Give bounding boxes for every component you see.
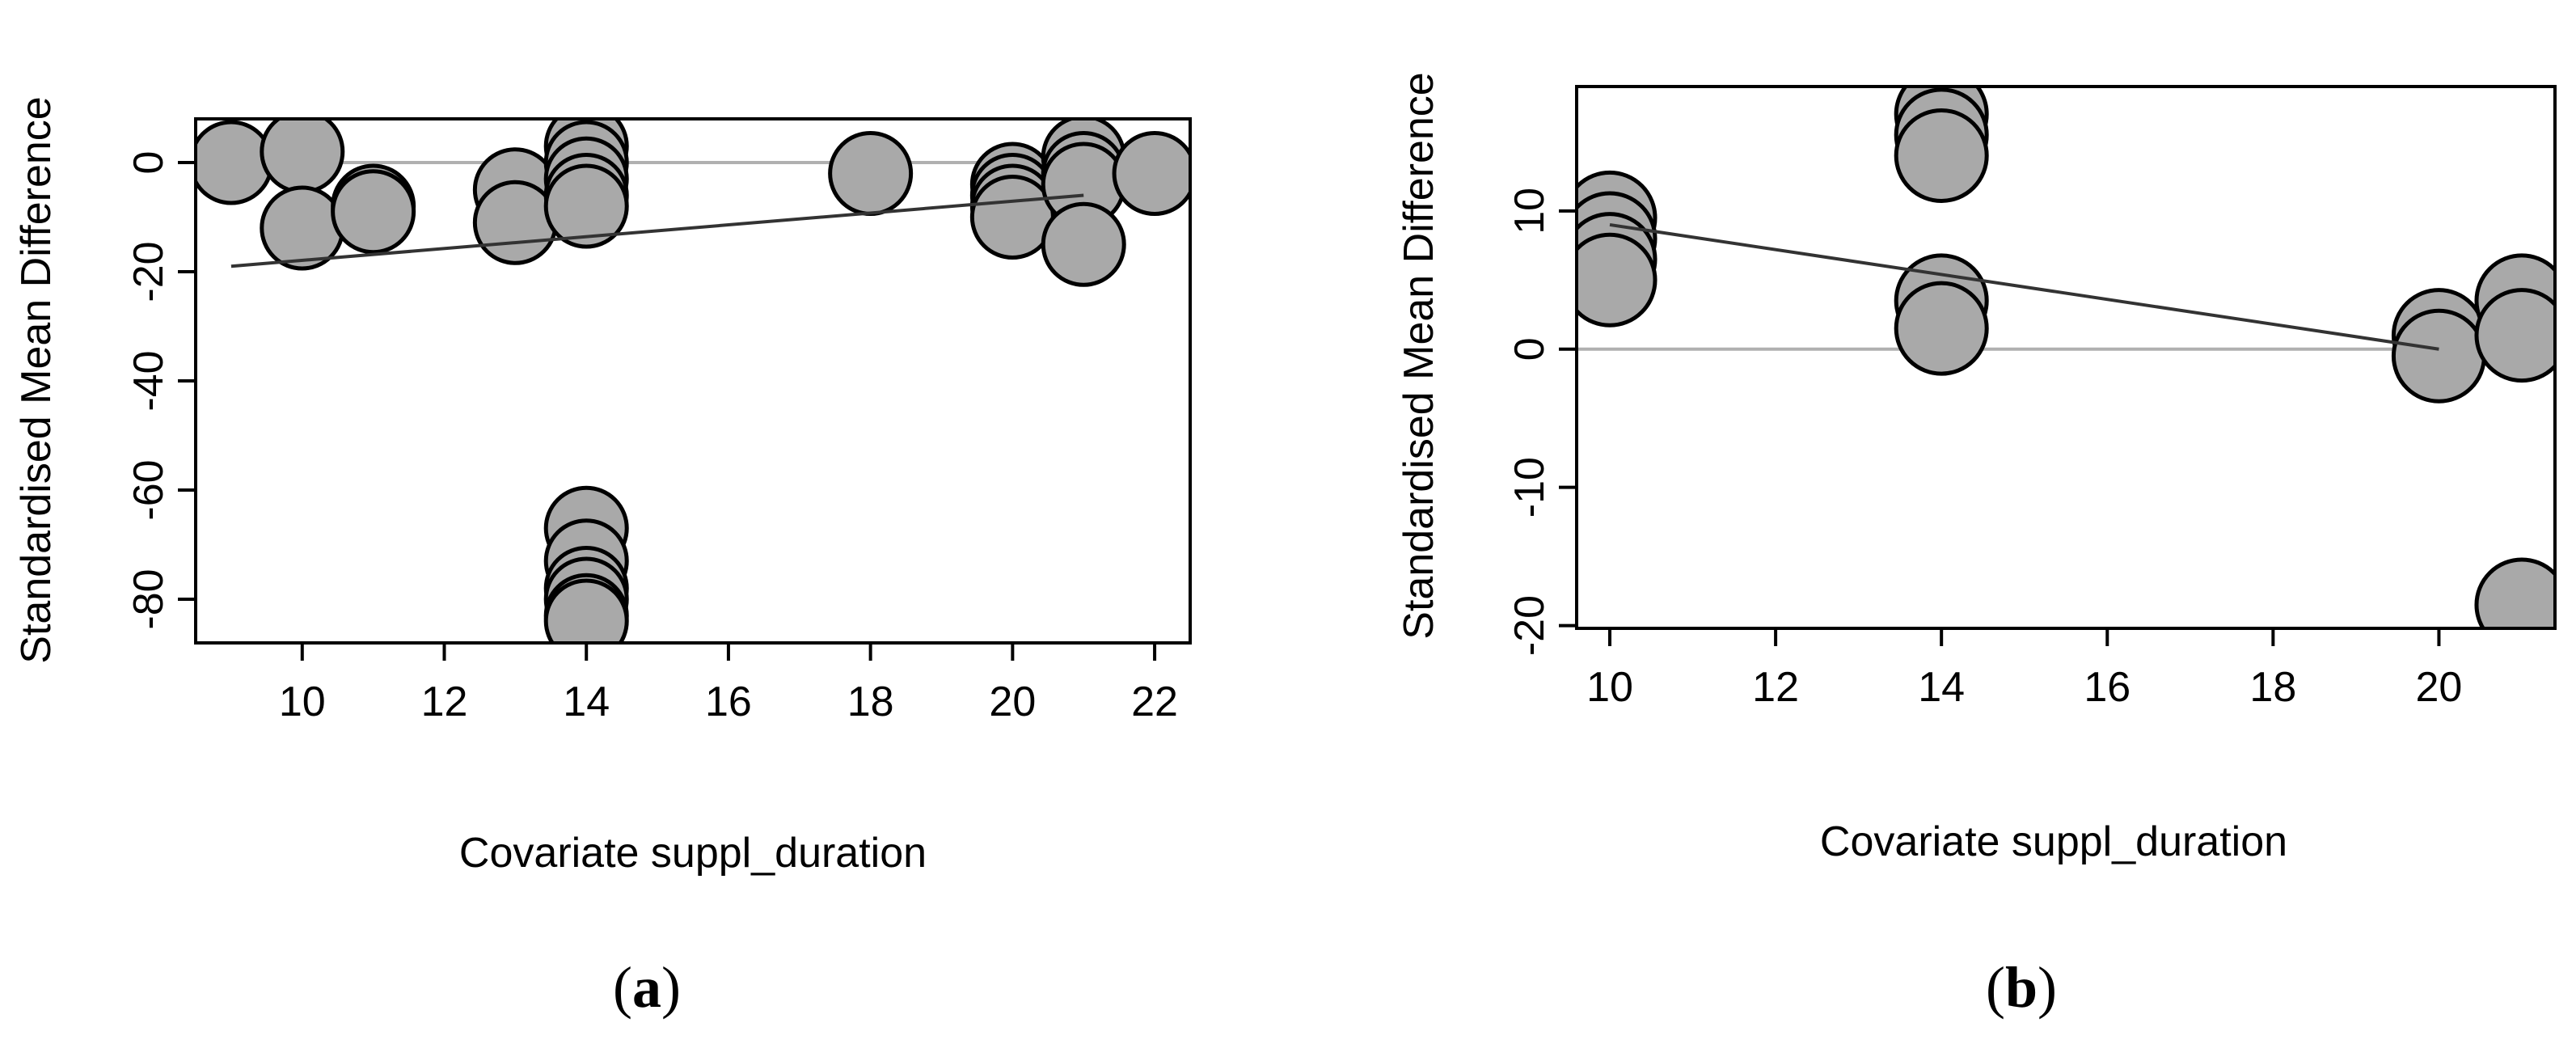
a-x-tick-label: 22 xyxy=(1131,678,1178,725)
a-data-point xyxy=(260,185,345,271)
a-y-tick-label: -20 xyxy=(125,241,172,302)
a-y-tick-label: -60 xyxy=(125,459,172,520)
panel-b-chart: 10 12 14 16 18 20 10 0 -10 -20 Covariate suppl_d… xyxy=(1396,72,2557,1020)
panel-a-label: (a) xyxy=(613,955,681,1020)
b-data-point xyxy=(1894,281,1989,376)
a-data-point xyxy=(543,163,629,249)
a-x-tick-label: 12 xyxy=(421,678,468,725)
panel-b-regression-line xyxy=(1609,222,2439,351)
b-data-point xyxy=(1577,232,1658,328)
a-x-tick-label: 10 xyxy=(279,678,326,725)
panel-a-x-axis: 10 12 14 16 18 20 22 xyxy=(279,641,1178,725)
b-x-tick-label: 14 xyxy=(1918,664,1965,711)
b-data-point xyxy=(2391,308,2486,404)
b-data-point xyxy=(1894,108,1989,203)
a-data-point xyxy=(331,169,416,255)
b-y-tick-label: 0 xyxy=(1506,337,1553,361)
b-x-tick-label: 16 xyxy=(2084,664,2130,711)
panel-b-label: (b) xyxy=(1986,955,2057,1020)
b-data-point xyxy=(2474,288,2555,383)
panel-a-x-axis-title: Covariate suppl_duration xyxy=(459,830,927,877)
b-y-tick-label: 10 xyxy=(1506,188,1553,235)
a-x-tick-label: 14 xyxy=(563,678,610,725)
b-y-tick-label: -20 xyxy=(1506,595,1553,656)
panel-b-points xyxy=(1577,87,2555,628)
a-y-tick-label: 0 xyxy=(125,151,172,175)
b-x-tick-label: 10 xyxy=(1586,664,1633,711)
panel-a-points xyxy=(196,119,1190,643)
panel-a-regression-line xyxy=(230,193,1084,268)
a-data-point xyxy=(1041,201,1126,287)
b-x-tick-label: 20 xyxy=(2416,664,2463,711)
a-data-point xyxy=(196,120,274,205)
panel-a-y-axis-title: Standardised Mean Difference xyxy=(13,96,60,663)
a-data-point xyxy=(828,131,914,216)
a-data-point xyxy=(1112,131,1190,216)
b-x-tick-label: 12 xyxy=(1752,664,1799,711)
b-data-point xyxy=(2474,557,2555,628)
b-x-tick-label: 18 xyxy=(2249,664,2296,711)
a-x-tick-label: 20 xyxy=(989,678,1036,725)
panel-b-y-axis: 10 0 -10 -20 xyxy=(1506,188,1578,656)
panel-b-y-axis-title: Standardised Mean Difference xyxy=(1396,72,1442,639)
a-data-point xyxy=(472,180,558,265)
a-data-point xyxy=(260,119,345,194)
b-y-tick-label: -10 xyxy=(1506,457,1553,518)
panel-b-x-axis: 10 12 14 16 18 20 xyxy=(1586,627,2463,711)
panel-a-chart: 10 12 14 16 18 20 22 0 -20 -40 -60 -80 Covariate s… xyxy=(13,96,1192,1020)
a-data-point xyxy=(543,578,629,643)
a-x-tick-label: 16 xyxy=(705,678,752,725)
panel-a-y-axis: 0 -20 -40 -60 -80 xyxy=(125,151,197,630)
a-x-tick-label: 18 xyxy=(847,678,894,725)
a-data-point xyxy=(969,175,1055,260)
a-y-tick-label: -40 xyxy=(125,350,172,411)
panel-b-x-axis-title: Covariate suppl_duration xyxy=(1820,818,2287,865)
a-y-tick-label: -80 xyxy=(125,568,172,629)
